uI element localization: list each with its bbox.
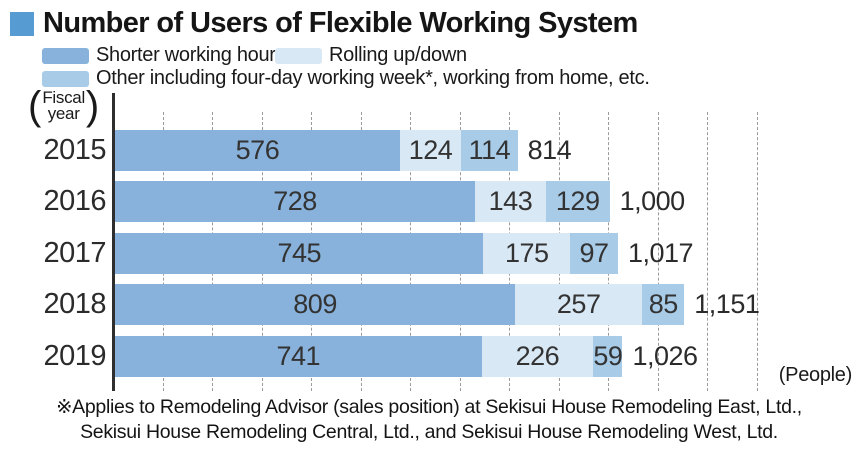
bar-value-label: 114: [468, 134, 511, 165]
bar-value-label: 728: [273, 186, 317, 216]
bar-segment-1: 745: [115, 232, 484, 274]
footnote-line1: ※Applies to Remodeling Advisor (sales po…: [56, 396, 802, 418]
y-axis-line: [112, 93, 115, 391]
gridline: [756, 112, 758, 391]
total-label: 1,026: [632, 340, 698, 371]
legend-item-rolling-up-down: Rolling up/down: [275, 44, 467, 67]
footnote-line2: Sekisui House Remodeling Central, Ltd., …: [80, 421, 778, 443]
paren-open: (: [28, 84, 42, 128]
legend-swatch-other: [42, 70, 89, 87]
bar-segment-2: 124: [399, 129, 462, 171]
year-label: 2016: [43, 185, 106, 217]
bar-row: 2019 741 226 59 1,026: [0, 335, 858, 377]
page-title: Number of Users of Flexible Working Syst…: [43, 7, 638, 39]
title-row: Number of Users of Flexible Working Syst…: [10, 7, 638, 40]
year-label: 2017: [43, 236, 106, 269]
fiscal-label-line1: Fiscal: [42, 88, 85, 107]
bar-segment-1: 728: [115, 181, 476, 222]
stacked-bar: 728 143 129 1,000: [115, 181, 685, 222]
bar-segment-2: 257: [515, 284, 643, 325]
gridline: [707, 112, 709, 391]
legend-swatch-rolling-up-down: [275, 47, 322, 64]
bar-segment-3: 129: [545, 181, 610, 222]
bar-value-label: 97: [579, 237, 609, 268]
total-label: 1,151: [694, 289, 760, 319]
stacked-bar: 745 175 97 1,017: [115, 232, 694, 274]
bar-row: 2017 745 175 97 1,017: [0, 232, 858, 274]
bar-value-label: 175: [504, 237, 549, 268]
total-label: 1,000: [619, 186, 686, 216]
bar-value-label: 809: [293, 289, 337, 319]
legend-item-other: Other including four-day working week*, …: [42, 67, 650, 90]
bar-value-label: 143: [488, 186, 533, 216]
year-label: 2018: [43, 288, 106, 320]
bar-value-label: 59: [593, 340, 623, 371]
bar-value-label: 226: [515, 340, 560, 371]
bar-value-label: 85: [648, 289, 679, 319]
bar-value-label: 576: [235, 134, 280, 165]
legend-item-shorter-working-hours: Shorter working hours: [42, 44, 286, 67]
legend-swatch-shorter-working-hours: [42, 47, 89, 64]
bar-value-label: 124: [408, 134, 453, 165]
bar-segment-3: 85: [642, 284, 685, 325]
footnote: ※Applies to Remodeling Advisor (sales po…: [0, 395, 858, 445]
bar-segment-2: 175: [483, 232, 571, 274]
bar-segment-3: 114: [461, 129, 518, 171]
stacked-bar: 809 257 85 1,151: [115, 284, 760, 325]
total-label: 814: [527, 134, 572, 165]
bar-segment-3: 59: [593, 335, 623, 377]
bar-segment-1: 809: [115, 284, 516, 325]
legend-label: Shorter working hours: [96, 44, 286, 66]
fiscal-year-axis-label: ( Fiscal year ): [28, 86, 99, 126]
total-label: 1,017: [628, 237, 694, 268]
people-unit-label: (People): [778, 364, 853, 386]
stacked-bar: 576 124 114 814: [115, 129, 572, 171]
bar-value-label: 745: [277, 237, 322, 268]
bar-segment-2: 226: [481, 335, 594, 377]
year-label: 2015: [43, 133, 106, 166]
year-label: 2019: [43, 339, 106, 372]
bar-value-label: 129: [555, 186, 600, 216]
gridline: [657, 112, 659, 391]
bar-segment-3: 97: [570, 232, 618, 274]
paren-close: ): [85, 84, 100, 128]
bar-segment-2: 143: [475, 181, 546, 222]
stacked-bar: 741 226 59 1,026: [115, 335, 698, 377]
bar-row: 2018 809 257 85 1,151: [0, 284, 858, 325]
bar-row: 2015 576 124 114 814: [0, 129, 858, 171]
bar-row: 2016 728 143 129 1,000: [0, 181, 858, 222]
legend-label: Other including four-day working week*, …: [96, 67, 650, 89]
bar-value-label: 257: [556, 289, 601, 319]
fiscal-label-line2: year: [47, 104, 80, 123]
legend-label: Rolling up/down: [329, 44, 467, 66]
bar-segment-1: 741: [115, 335, 482, 377]
title-bullet-square: [10, 11, 34, 36]
bar-segment-1: 576: [115, 129, 400, 171]
bar-value-label: 741: [276, 340, 321, 371]
